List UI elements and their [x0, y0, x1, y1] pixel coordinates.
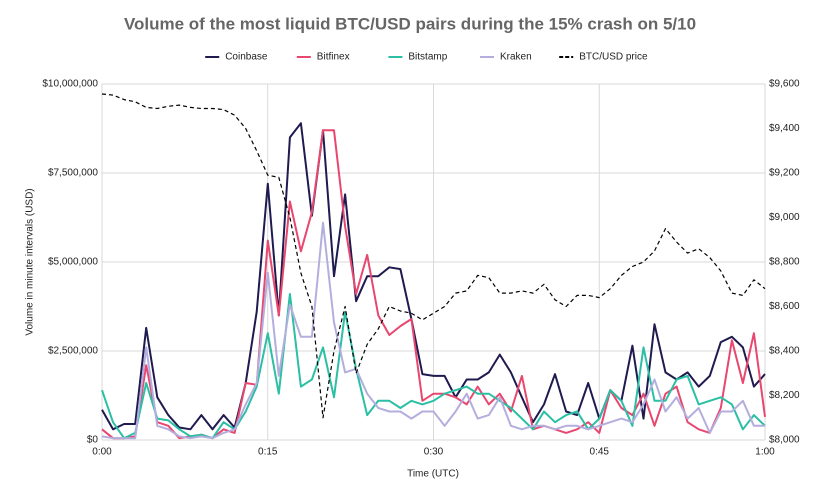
x-axis-title: Time (UTC) — [407, 469, 459, 480]
y-tick-label: $0 — [87, 435, 99, 446]
y2-tick-label: $9,200 — [769, 168, 800, 179]
series-line — [101, 93, 766, 419]
legend-label: Bitstamp — [408, 52, 447, 63]
legend-label: Bitfinex — [317, 52, 350, 63]
y2-tick-label: $8,200 — [769, 390, 800, 401]
series-line — [101, 221, 765, 440]
legend-label: BTC/USD price — [579, 52, 648, 63]
y2-tick-label: $9,000 — [769, 212, 800, 223]
y-tick-label: $5,000,000 — [48, 257, 98, 268]
y2-tick-label: $8,800 — [769, 257, 800, 268]
legend-label: Coinbase — [225, 52, 268, 63]
y2-tick-label: $8,000 — [769, 435, 800, 446]
x-tick-label: 0:45 — [590, 447, 610, 458]
y-tick-label: $2,500,000 — [48, 346, 98, 357]
x-tick-label: 0:30 — [424, 447, 444, 458]
legend-label: Kraken — [500, 52, 532, 63]
y-tick-label: $10,000,000 — [42, 79, 98, 90]
x-tick-label: 0:00 — [92, 447, 112, 458]
y2-tick-label: $8,400 — [769, 346, 800, 357]
x-tick-label: 0:15 — [258, 447, 278, 458]
y2-tick-label: $9,600 — [769, 79, 800, 90]
series-line — [101, 122, 766, 431]
y-tick-label: $7,500,000 — [48, 168, 98, 179]
y2-tick-label: $8,600 — [769, 301, 800, 312]
y-axis-title: Volume in minute intervals (USD) — [25, 188, 36, 335]
x-tick-label: 1:00 — [755, 447, 775, 458]
chart-title: Volume of the most liquid BTC/USD pairs … — [124, 14, 696, 33]
y2-tick-label: $9,400 — [769, 123, 800, 134]
